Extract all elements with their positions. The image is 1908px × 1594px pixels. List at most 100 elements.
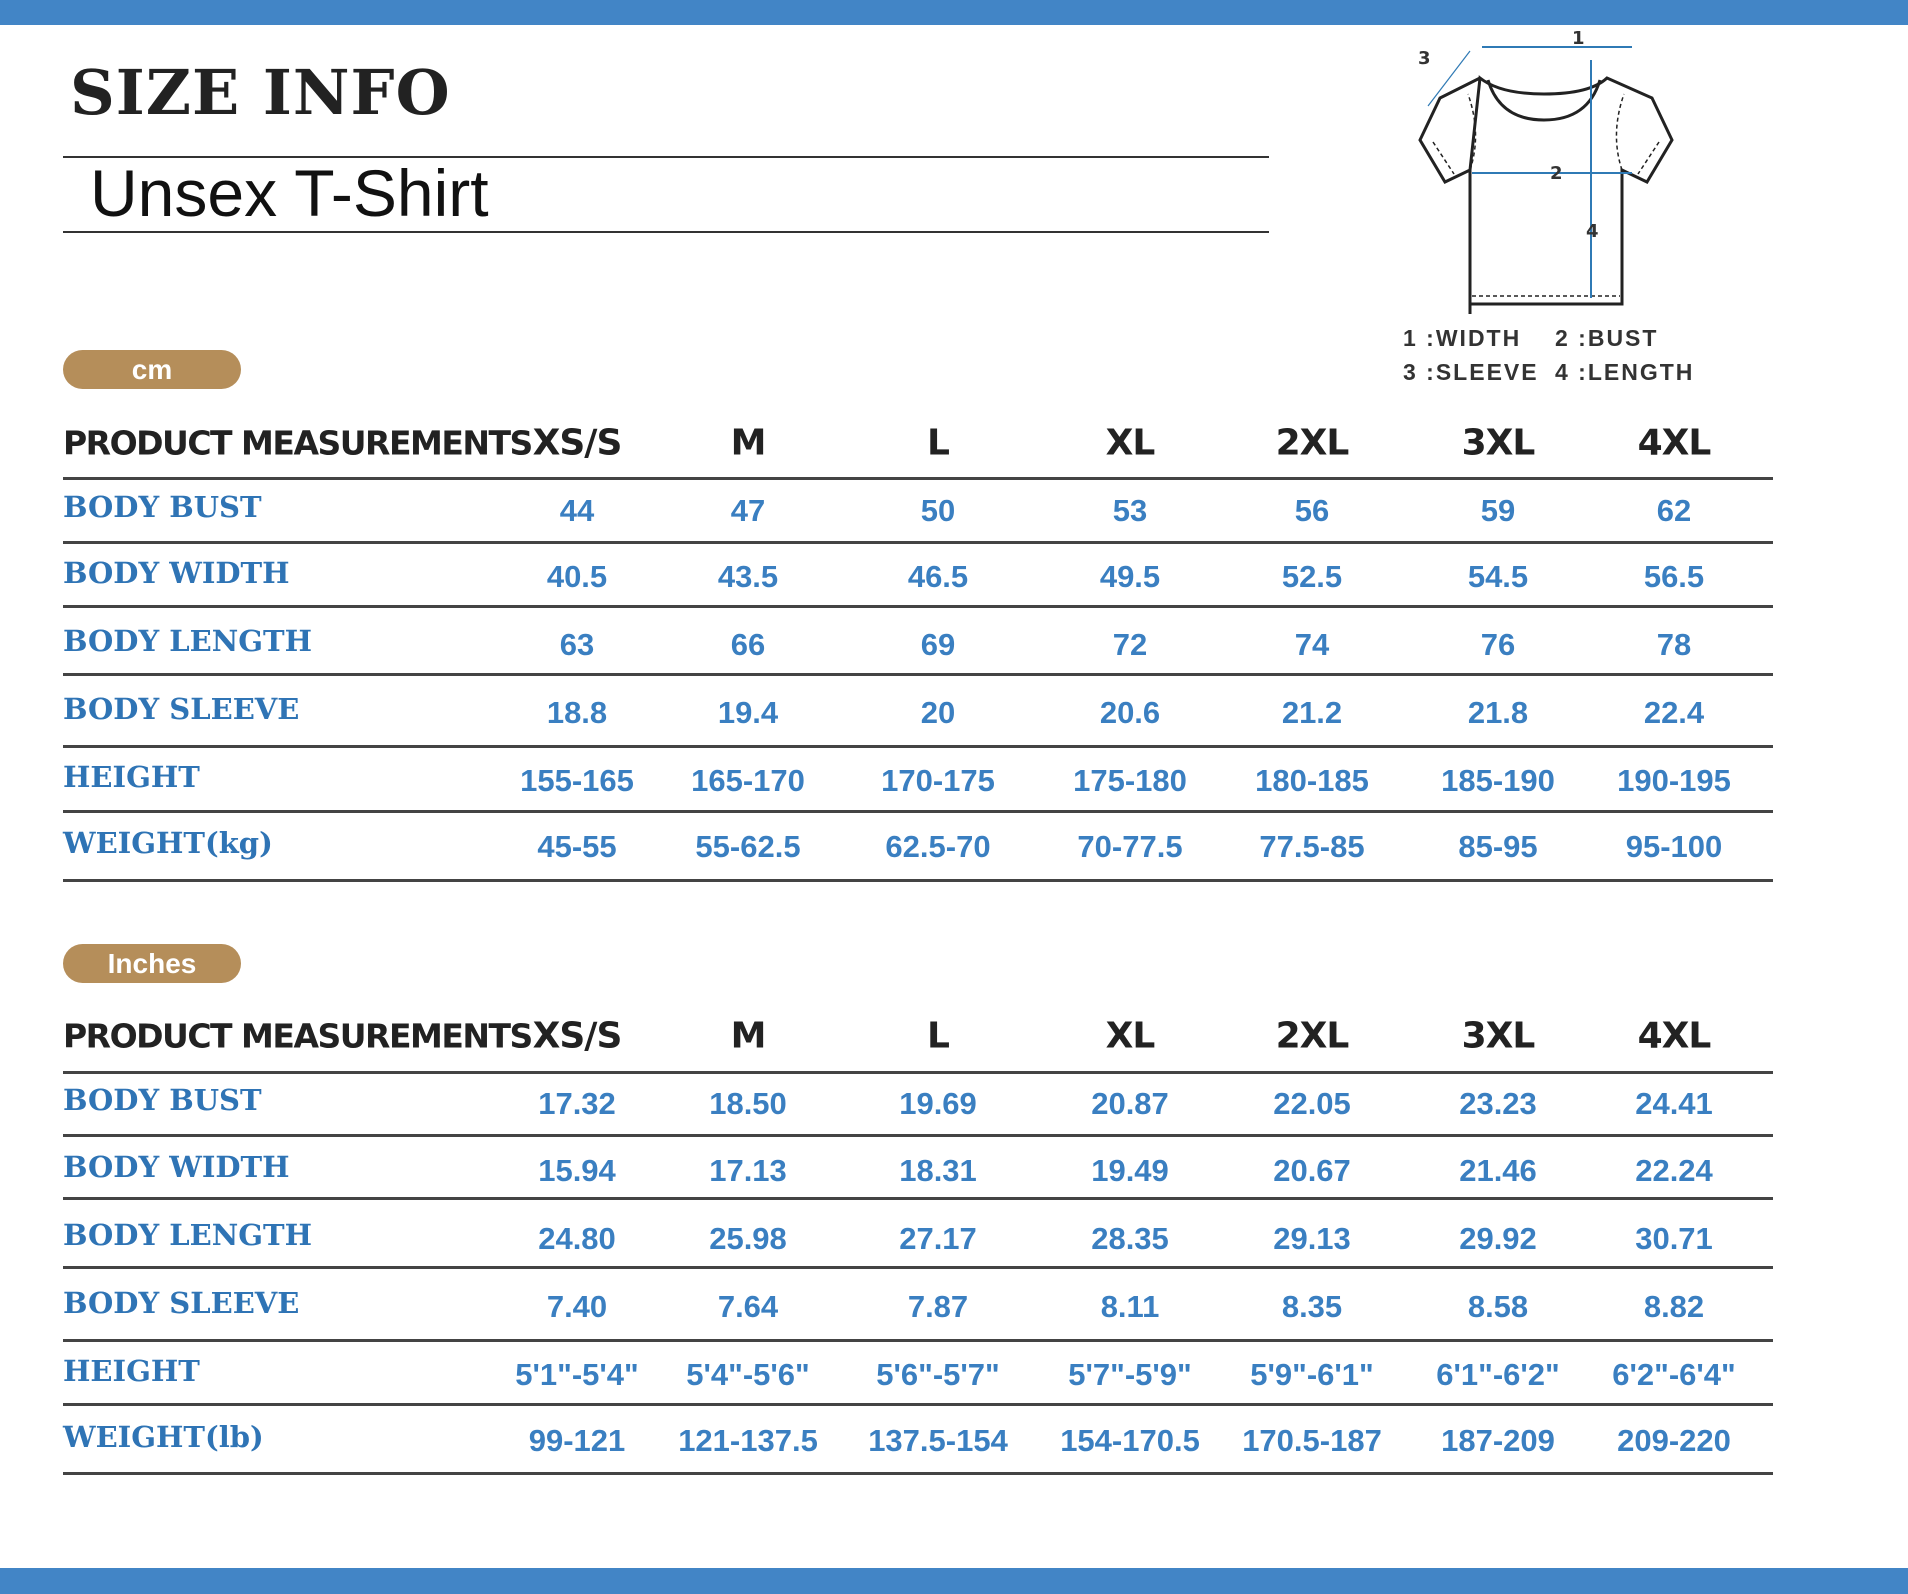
table-cell: 8.58 xyxy=(1467,1289,1529,1324)
table-cell: 21.8 xyxy=(1467,695,1529,730)
table-cell: 180-185 xyxy=(1255,763,1369,798)
bottom-accent-bar xyxy=(0,1568,1908,1594)
table-cell: 5'4"-5'6" xyxy=(686,1357,810,1392)
row-label: WEIGHT(lb) xyxy=(63,1420,264,1454)
table-cell: 30.71 xyxy=(1635,1221,1713,1256)
table-cell: 20 xyxy=(920,695,956,730)
diagram-number: 1 xyxy=(1572,28,1585,49)
table-cell: 7.40 xyxy=(546,1289,608,1324)
row-label: BODY SLEEVE xyxy=(63,1286,300,1320)
row-label: HEIGHT xyxy=(63,760,200,794)
table-cell: 19.69 xyxy=(899,1086,977,1121)
table-cell: 6'1"-6'2" xyxy=(1436,1357,1560,1392)
table-cell: 121-137.5 xyxy=(678,1423,818,1458)
table-cell: 6'2"-6'4" xyxy=(1612,1357,1736,1392)
table-cell: 17.32 xyxy=(538,1086,616,1121)
table-cell: 187-209 xyxy=(1441,1423,1555,1458)
table-cell: 154-170.5 xyxy=(1060,1423,1200,1458)
size-header: 2XL xyxy=(1275,422,1350,464)
size-header: L xyxy=(927,422,950,464)
table-cell: 24.41 xyxy=(1635,1086,1713,1121)
row-divider xyxy=(63,1403,1773,1406)
table-cell: 170-175 xyxy=(881,763,995,798)
row-divider xyxy=(63,1339,1773,1342)
table-cell: 85-95 xyxy=(1458,829,1538,864)
table-cell: 8.35 xyxy=(1281,1289,1343,1324)
table-cell: 44 xyxy=(559,493,595,528)
diagram-number: 2 xyxy=(1550,163,1563,184)
divider xyxy=(63,231,1269,233)
table-cell: 20.67 xyxy=(1273,1153,1351,1188)
row-divider xyxy=(63,810,1773,813)
table-cell: 17.13 xyxy=(709,1153,787,1188)
table-cell: 53 xyxy=(1112,493,1148,528)
row-label: HEIGHT xyxy=(63,1354,200,1388)
table-cell: 5'1"-5'4" xyxy=(515,1357,639,1392)
table-cell: 50 xyxy=(920,493,956,528)
top-accent-bar xyxy=(0,0,1908,25)
table-cell: 7.87 xyxy=(907,1289,969,1324)
size-header: L xyxy=(927,1015,950,1057)
row-divider xyxy=(63,879,1773,882)
header-label: PRODUCT MEASUREMENTS xyxy=(63,1016,533,1056)
table-cell: 74 xyxy=(1294,627,1330,662)
table-cell: 8.11 xyxy=(1100,1289,1160,1324)
size-header: M xyxy=(730,1015,767,1057)
row-label: BODY SLEEVE xyxy=(63,692,300,726)
table-cell: 7.64 xyxy=(717,1289,779,1324)
table-cell: 62.5-70 xyxy=(885,829,991,864)
size-header: M xyxy=(730,422,767,464)
size-header: XS/S xyxy=(532,1015,623,1057)
table-cell: 165-170 xyxy=(691,763,805,798)
table-cell: 185-190 xyxy=(1441,763,1555,798)
divider xyxy=(63,156,1269,158)
row-divider xyxy=(63,477,1773,480)
diagram-number: 3 xyxy=(1418,48,1431,69)
row-divider xyxy=(63,541,1773,544)
unit-badge: cm xyxy=(63,350,241,389)
table-cell: 40.5 xyxy=(546,559,608,594)
row-divider xyxy=(63,745,1773,748)
row-divider xyxy=(63,673,1773,676)
row-divider xyxy=(63,1134,1773,1137)
header-label: PRODUCT MEASUREMENTS xyxy=(63,423,533,463)
table-cell: 66 xyxy=(730,627,766,662)
table-cell: 99-121 xyxy=(528,1423,626,1458)
size-header: XL xyxy=(1105,422,1156,464)
table-cell: 18.50 xyxy=(709,1086,787,1121)
table-cell: 43.5 xyxy=(717,559,779,594)
table-cell: 190-195 xyxy=(1617,763,1731,798)
table-cell: 47 xyxy=(730,493,766,528)
legend-item: 1 :WIDTH xyxy=(1403,325,1522,351)
table-cell: 170.5-187 xyxy=(1242,1423,1382,1458)
page-title: SIZE INFO xyxy=(70,56,451,129)
row-divider xyxy=(63,1197,1773,1200)
table-cell: 18.31 xyxy=(899,1153,977,1188)
unit-badge: Inches xyxy=(63,944,241,983)
table-cell: 29.92 xyxy=(1459,1221,1537,1256)
table-cell: 63 xyxy=(559,627,595,662)
row-label: BODY WIDTH xyxy=(63,1150,290,1184)
table-cell: 55-62.5 xyxy=(695,829,801,864)
table-cell: 52.5 xyxy=(1281,559,1343,594)
tshirt-diagram: 1 2 3 4 xyxy=(1418,28,1674,314)
legend-item: 2 :BUST xyxy=(1555,325,1659,351)
table-cell: 19.49 xyxy=(1091,1153,1169,1188)
table-cell: 59 xyxy=(1480,493,1516,528)
table-cell: 78 xyxy=(1656,627,1692,662)
table-cell: 18.8 xyxy=(546,695,608,730)
size-header: 4XL xyxy=(1637,1015,1712,1057)
table-cell: 20.87 xyxy=(1091,1086,1169,1121)
table-cell: 5'6"-5'7" xyxy=(876,1357,1000,1392)
size-header: 2XL xyxy=(1275,1015,1350,1057)
table-cell: 175-180 xyxy=(1073,763,1187,798)
row-label: BODY BUST xyxy=(63,490,262,524)
row-label: BODY BUST xyxy=(63,1083,262,1117)
table-cell: 56 xyxy=(1294,493,1330,528)
row-divider xyxy=(63,1071,1773,1074)
table-cell: 137.5-154 xyxy=(868,1423,1008,1458)
table-cell: 45-55 xyxy=(537,829,617,864)
table-cell: 22.05 xyxy=(1273,1086,1351,1121)
table-cell: 19.4 xyxy=(717,695,779,730)
table-cell: 56.5 xyxy=(1643,559,1705,594)
